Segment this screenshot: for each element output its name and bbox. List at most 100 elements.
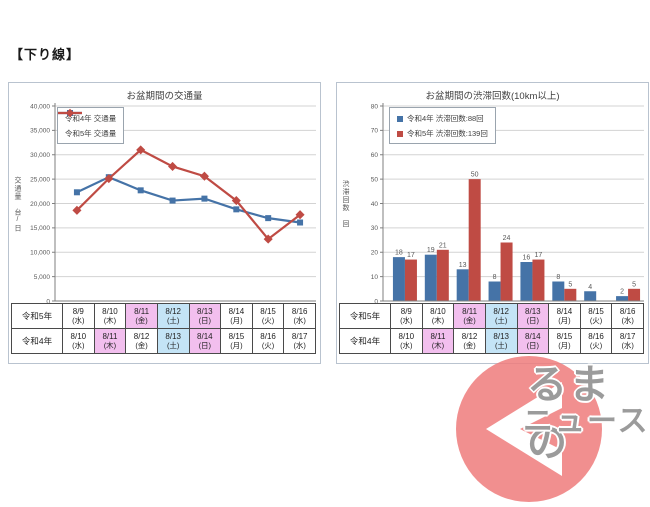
svg-text:19: 19 xyxy=(427,247,435,254)
date-cell: 8/10 (木) xyxy=(93,303,127,329)
data-point xyxy=(297,219,304,226)
data-point xyxy=(73,189,80,196)
date-cell: 8/14 (月) xyxy=(548,303,581,329)
date-cell: 8/17 (水) xyxy=(283,328,316,354)
bar xyxy=(500,242,513,301)
legend-label: 令和5年 渋滞回数:139回 xyxy=(407,129,488,138)
svg-text:25,000: 25,000 xyxy=(30,176,50,183)
diamond-marker-icon xyxy=(58,108,82,118)
svg-text:17: 17 xyxy=(535,252,543,259)
svg-text:60: 60 xyxy=(371,152,379,159)
svg-text:20,000: 20,000 xyxy=(30,201,50,208)
svg-text:8: 8 xyxy=(493,274,497,281)
svg-text:0: 0 xyxy=(46,298,50,303)
table-row: 令和4年 8/10 (水) 8/11 (木) 8/12 (金) 8/13 (土) 8/14 (日) 8… xyxy=(339,328,644,354)
bar-series-reiwa5: 17 21 50 24 17 5 5 xyxy=(404,172,641,301)
bar xyxy=(520,262,533,301)
logo-text-line1: るまの xyxy=(527,363,611,465)
date-cell: 8/16 (水) xyxy=(283,303,316,329)
svg-text:16: 16 xyxy=(523,255,531,262)
legend-label: 令和4年 渋滞回数:88回 xyxy=(407,114,484,123)
svg-text:70: 70 xyxy=(371,128,379,135)
date-cell: 8/14 (日) xyxy=(516,328,550,354)
svg-text:8: 8 xyxy=(556,274,560,281)
legend-item-reiwa5: 令和5年 渋滞回数:139回 xyxy=(397,126,488,141)
legend-item-reiwa4: 令和4年 渋滞回数:88回 xyxy=(397,111,488,126)
date-cell: 8/15 (月) xyxy=(548,328,581,354)
table-row: 令和5年 8/9 (水) 8/10 (木) 8/11 (金) 8/12 (土) 8/13 (日) 8/… xyxy=(11,303,316,329)
traffic-chart-ylabel: 交通量 台/日 xyxy=(14,176,21,233)
data-point xyxy=(199,171,209,181)
bar xyxy=(616,296,629,301)
date-cell: 8/9 (水) xyxy=(390,303,423,329)
bar xyxy=(456,269,469,301)
data-point xyxy=(231,196,241,206)
svg-text:35,000: 35,000 xyxy=(30,128,50,135)
date-cell: 8/13 (土) xyxy=(156,328,190,354)
data-point xyxy=(168,161,178,171)
date-cell: 8/13 (日) xyxy=(516,303,550,329)
date-cell: 8/11 (木) xyxy=(421,328,455,354)
congestion-date-table: 令和5年 8/9 (水) 8/10 (木) 8/11 (金) 8/12 (土) 8/13 (日) 8/… xyxy=(339,303,644,354)
congestion-chart-title: お盆期間の渋滞回数(10km以上) xyxy=(425,91,560,102)
date-cell: 8/16 (火) xyxy=(579,328,613,354)
svg-text:17: 17 xyxy=(407,252,415,259)
date-cell: 8/11 (木) xyxy=(93,328,127,354)
date-cell: 8/17 (水) xyxy=(611,328,644,354)
date-cell: 8/11 (金) xyxy=(453,303,486,329)
data-point xyxy=(233,206,240,213)
row-header-reiwa5: 令和5年 xyxy=(11,303,63,329)
svg-text:5: 5 xyxy=(568,281,572,288)
traffic-chart-title: お盆期間の交通量 xyxy=(126,91,203,102)
data-point xyxy=(169,197,176,204)
square-marker-icon xyxy=(397,130,403,137)
traffic-line-chart: 交通量 台/日 0 5,000 10,000 15,000 20,000 25,000 30… xyxy=(9,101,318,303)
date-cell: 8/12 (金) xyxy=(125,328,158,354)
svg-text:24: 24 xyxy=(503,235,511,242)
bar xyxy=(404,259,417,301)
bar xyxy=(564,288,577,301)
date-cell: 8/10 (水) xyxy=(390,328,423,354)
data-point xyxy=(201,195,208,202)
data-point xyxy=(136,145,146,155)
line-series-reiwa5 xyxy=(72,145,305,244)
bar xyxy=(532,259,545,301)
congestion-chart-legend: 令和4年 渋滞回数:88回 令和5年 渋滞回数:139回 xyxy=(389,107,496,144)
svg-text:13: 13 xyxy=(459,262,467,269)
bar xyxy=(424,254,437,301)
svg-text:80: 80 xyxy=(371,103,379,110)
svg-text:21: 21 xyxy=(439,242,447,249)
table-row: 令和4年 8/10 (水) 8/11 (木) 8/12 (金) 8/13 (土) 8/14 (日) 8… xyxy=(11,328,316,354)
logo-text-line2: ニュース xyxy=(523,405,650,438)
square-marker-icon xyxy=(397,115,403,122)
date-cell: 8/13 (日) xyxy=(188,303,222,329)
date-cell: 8/15 (火) xyxy=(251,303,285,329)
svg-text:5: 5 xyxy=(632,281,636,288)
svg-text:20: 20 xyxy=(371,250,379,257)
data-point xyxy=(72,205,82,215)
data-point xyxy=(104,174,114,184)
svg-text:40,000: 40,000 xyxy=(30,103,50,110)
svg-text:0: 0 xyxy=(374,298,378,303)
traffic-chart-legend: 令和4年 交通量 令和5年 交通量 xyxy=(57,107,125,144)
date-cell: 8/12 (土) xyxy=(156,303,190,329)
kuruma-news-logo-mark-icon xyxy=(456,356,602,502)
table-row: 令和5年 8/9 (水) 8/10 (木) 8/11 (金) 8/12 (土) 8/13 (日) 8/… xyxy=(339,303,644,329)
svg-text:40: 40 xyxy=(371,201,379,208)
traffic-date-table: 令和5年 8/9 (水) 8/10 (木) 8/11 (金) 8/12 (土) 8/13 (日) 8/… xyxy=(11,303,316,354)
svg-text:30,000: 30,000 xyxy=(30,152,50,159)
date-cell: 8/11 (金) xyxy=(125,303,158,329)
svg-text:50: 50 xyxy=(471,172,479,179)
date-cell: 8/16 (火) xyxy=(251,328,285,354)
svg-text:5,000: 5,000 xyxy=(34,274,51,281)
bar xyxy=(628,288,641,301)
congestion-panel: お盆期間の渋滞回数(10km以上) 渋滞回数 回 0 10 20 30 40 50 60 70… xyxy=(336,82,649,364)
congestion-bar-chart-canvas: 0 10 20 30 40 50 60 70 80 18 19 13 8 16 8 4 2 17 21 50 24 17 5… xyxy=(371,103,644,303)
svg-text:15,000: 15,000 xyxy=(30,225,50,232)
bar xyxy=(552,281,565,301)
bar xyxy=(392,257,405,301)
date-cell: 8/16 (水) xyxy=(611,303,644,329)
date-cell: 8/10 (水) xyxy=(62,328,95,354)
date-cell: 8/12 (金) xyxy=(453,328,486,354)
date-cell: 8/14 (月) xyxy=(220,303,253,329)
